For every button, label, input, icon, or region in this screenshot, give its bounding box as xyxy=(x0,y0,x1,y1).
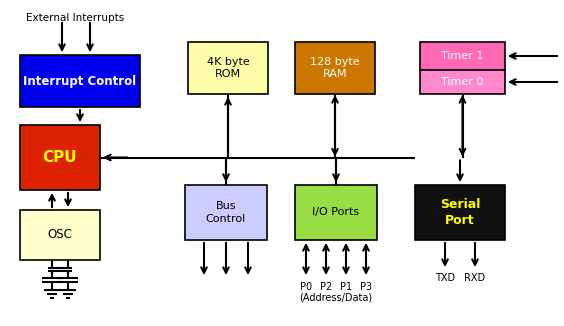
Text: P2: P2 xyxy=(320,282,332,292)
Bar xyxy=(20,210,100,260)
Text: Interrupt Control: Interrupt Control xyxy=(24,75,136,87)
Text: (Address/Data): (Address/Data) xyxy=(299,293,373,303)
Text: CPU: CPU xyxy=(43,150,77,165)
Bar xyxy=(188,42,268,94)
Text: Serial
Port: Serial Port xyxy=(440,198,480,227)
Bar xyxy=(415,185,505,240)
Text: Inputs: Inputs xyxy=(563,77,564,87)
Bar xyxy=(420,70,505,94)
Text: External Interrupts: External Interrupts xyxy=(26,13,124,23)
Text: I/O Ports: I/O Ports xyxy=(312,208,360,217)
Text: Timer 0: Timer 0 xyxy=(441,77,484,87)
Bar xyxy=(295,185,377,240)
Text: Timer 1: Timer 1 xyxy=(441,51,484,61)
Text: RXD: RXD xyxy=(464,273,486,283)
Text: Bus
Control: Bus Control xyxy=(206,201,246,224)
Text: TXD: TXD xyxy=(435,273,455,283)
Bar xyxy=(20,125,100,190)
Text: P0: P0 xyxy=(300,282,312,292)
Text: Counter: Counter xyxy=(563,51,564,61)
Text: 4K byte
ROM: 4K byte ROM xyxy=(206,57,249,79)
Bar xyxy=(420,42,505,70)
Bar xyxy=(295,42,375,94)
Text: P1: P1 xyxy=(340,282,352,292)
Bar xyxy=(185,185,267,240)
Text: P3: P3 xyxy=(360,282,372,292)
Bar xyxy=(20,55,140,107)
Text: 128 byte
RAM: 128 byte RAM xyxy=(310,57,360,79)
Text: OSC: OSC xyxy=(47,229,72,242)
